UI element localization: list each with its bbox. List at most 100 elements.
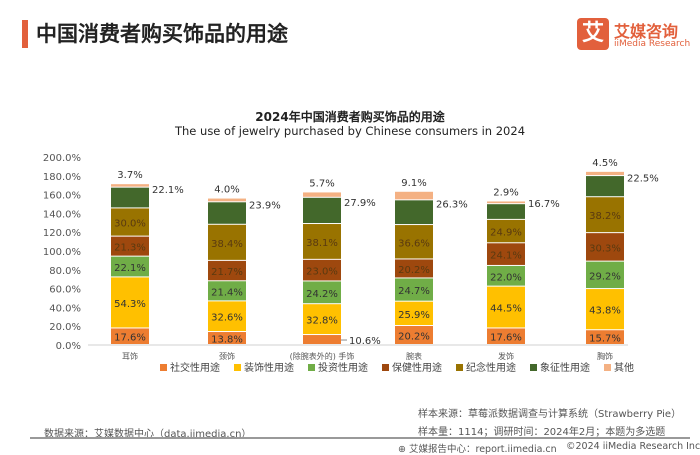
data-label: 38.2% bbox=[589, 211, 621, 222]
data-label: 24.1% bbox=[490, 251, 522, 262]
bar-segment bbox=[395, 301, 433, 326]
report-link[interactable]: 艾媒报告中心：report.iimedia.cn bbox=[409, 444, 557, 455]
data-label: 38.1% bbox=[306, 238, 338, 249]
data-label: 22.1% bbox=[114, 263, 146, 274]
data-label: 32.6% bbox=[211, 313, 243, 324]
data-label: 27.9% bbox=[344, 198, 376, 209]
legend-swatch bbox=[160, 364, 167, 371]
bar-segment bbox=[395, 326, 433, 344]
bar-segment bbox=[111, 328, 149, 344]
bar-segment bbox=[487, 201, 525, 204]
data-label: 17.6% bbox=[490, 333, 522, 344]
data-label: 13.8% bbox=[211, 335, 243, 346]
legend-label: 投资性用途 bbox=[318, 361, 368, 374]
y-tick-label: 60.0% bbox=[49, 285, 81, 296]
sample-info: 样本量：1114；调研时间：2024年2月；本题为多选题 bbox=[418, 427, 666, 438]
legend-label: 装饰性用途 bbox=[244, 361, 294, 374]
data-label: 4.5% bbox=[592, 158, 617, 169]
x-tick-label: 腕表 bbox=[406, 351, 422, 361]
bar-segment bbox=[303, 304, 341, 335]
bar-segment bbox=[208, 281, 246, 301]
bar-segment bbox=[111, 208, 149, 236]
y-tick-label: 160.0% bbox=[43, 191, 81, 202]
bar-segment bbox=[303, 335, 341, 344]
bar-segment bbox=[586, 197, 624, 233]
bar-segment bbox=[303, 224, 341, 259]
chart-title: 2024年中国消费者购买饰品的用途 bbox=[255, 110, 445, 124]
data-label: 29.2% bbox=[589, 271, 621, 282]
data-label: 25.9% bbox=[398, 310, 430, 321]
legend-label: 纪念性用途 bbox=[466, 361, 516, 374]
bar-segment bbox=[208, 260, 246, 281]
legend-label: 其他 bbox=[614, 361, 634, 374]
bar-segment bbox=[303, 281, 341, 304]
bar-segment bbox=[487, 219, 525, 243]
data-label: 24.7% bbox=[398, 286, 430, 297]
bar-segment bbox=[111, 277, 149, 328]
y-tick-label: 100.0% bbox=[43, 247, 81, 258]
data-label: 44.5% bbox=[490, 304, 522, 315]
footer-divider bbox=[30, 437, 690, 439]
bar-segment bbox=[208, 198, 246, 202]
bar-segment bbox=[586, 261, 624, 289]
bar-segment bbox=[487, 286, 525, 328]
logo-cn: 艾媒咨询 bbox=[614, 22, 679, 41]
data-label: 17.6% bbox=[114, 333, 146, 344]
data-label: 10.6% bbox=[349, 336, 381, 347]
bar-segment bbox=[208, 202, 246, 224]
data-label: 3.7% bbox=[117, 170, 142, 181]
y-tick-label: 140.0% bbox=[43, 209, 81, 220]
bar-segment bbox=[487, 204, 525, 219]
data-label: 9.1% bbox=[401, 178, 426, 189]
data-label: 22.1% bbox=[152, 185, 184, 196]
bar-segment bbox=[586, 176, 624, 197]
bar-segment bbox=[303, 197, 341, 224]
y-tick-label: 0.0% bbox=[56, 341, 81, 352]
data-label: 26.3% bbox=[436, 200, 468, 211]
x-tick-label: 耳饰 bbox=[122, 351, 138, 361]
data-label: 15.7% bbox=[589, 334, 621, 345]
data-label: 24.2% bbox=[306, 289, 338, 300]
y-tick-label: 180.0% bbox=[43, 172, 81, 183]
data-label: 24.9% bbox=[490, 228, 522, 239]
data-label: 21.3% bbox=[114, 243, 146, 254]
bar-segment bbox=[586, 330, 624, 344]
x-tick-label: (除腕表外的) 手饰 bbox=[290, 351, 355, 361]
legend-swatch bbox=[308, 364, 315, 371]
data-label: 43.8% bbox=[589, 306, 621, 317]
bar-segment bbox=[395, 259, 433, 278]
bar-segment bbox=[395, 200, 433, 225]
data-label: 23.9% bbox=[249, 201, 281, 212]
data-label: 32.8% bbox=[306, 316, 338, 327]
legend-swatch bbox=[382, 364, 389, 371]
data-label: 2.9% bbox=[493, 187, 518, 198]
bar-segment bbox=[487, 328, 525, 344]
report-center: ⊕ 艾媒报告中心：report.iimedia.cn bbox=[398, 441, 557, 455]
y-tick-label: 20.0% bbox=[49, 322, 81, 333]
bar-segment bbox=[111, 184, 149, 187]
bar-segment bbox=[111, 256, 149, 277]
bar-segment bbox=[487, 265, 525, 286]
bar-segment bbox=[395, 191, 433, 200]
globe-icon: ⊕ bbox=[398, 444, 406, 455]
y-tick-label: 200.0% bbox=[43, 153, 81, 164]
data-source: 数据来源：艾媒数据中心（data.iimedia.cn） bbox=[44, 429, 252, 440]
x-tick-label: 胸饰 bbox=[597, 351, 613, 361]
y-tick-label: 120.0% bbox=[43, 228, 81, 239]
page-title: 中国消费者购买饰品的用途 bbox=[36, 22, 288, 46]
data-label: 38.4% bbox=[211, 239, 243, 250]
x-tick-label: 颈饰 bbox=[219, 351, 235, 361]
bar-segment bbox=[395, 278, 433, 301]
data-label: 36.6% bbox=[398, 238, 430, 249]
legend-swatch bbox=[530, 364, 537, 371]
bar-segment bbox=[586, 171, 624, 176]
sample-source: 样本来源：草莓派数据调查与计算系统（Strawberry Pie） bbox=[418, 409, 682, 420]
data-label: 30.3% bbox=[589, 243, 621, 254]
y-tick-label: 80.0% bbox=[49, 266, 81, 277]
legend-swatch bbox=[234, 364, 241, 371]
bar-segment bbox=[111, 236, 149, 256]
data-label: 20.2% bbox=[398, 265, 430, 276]
legend-swatch bbox=[456, 364, 463, 371]
legend-swatch bbox=[604, 364, 611, 371]
